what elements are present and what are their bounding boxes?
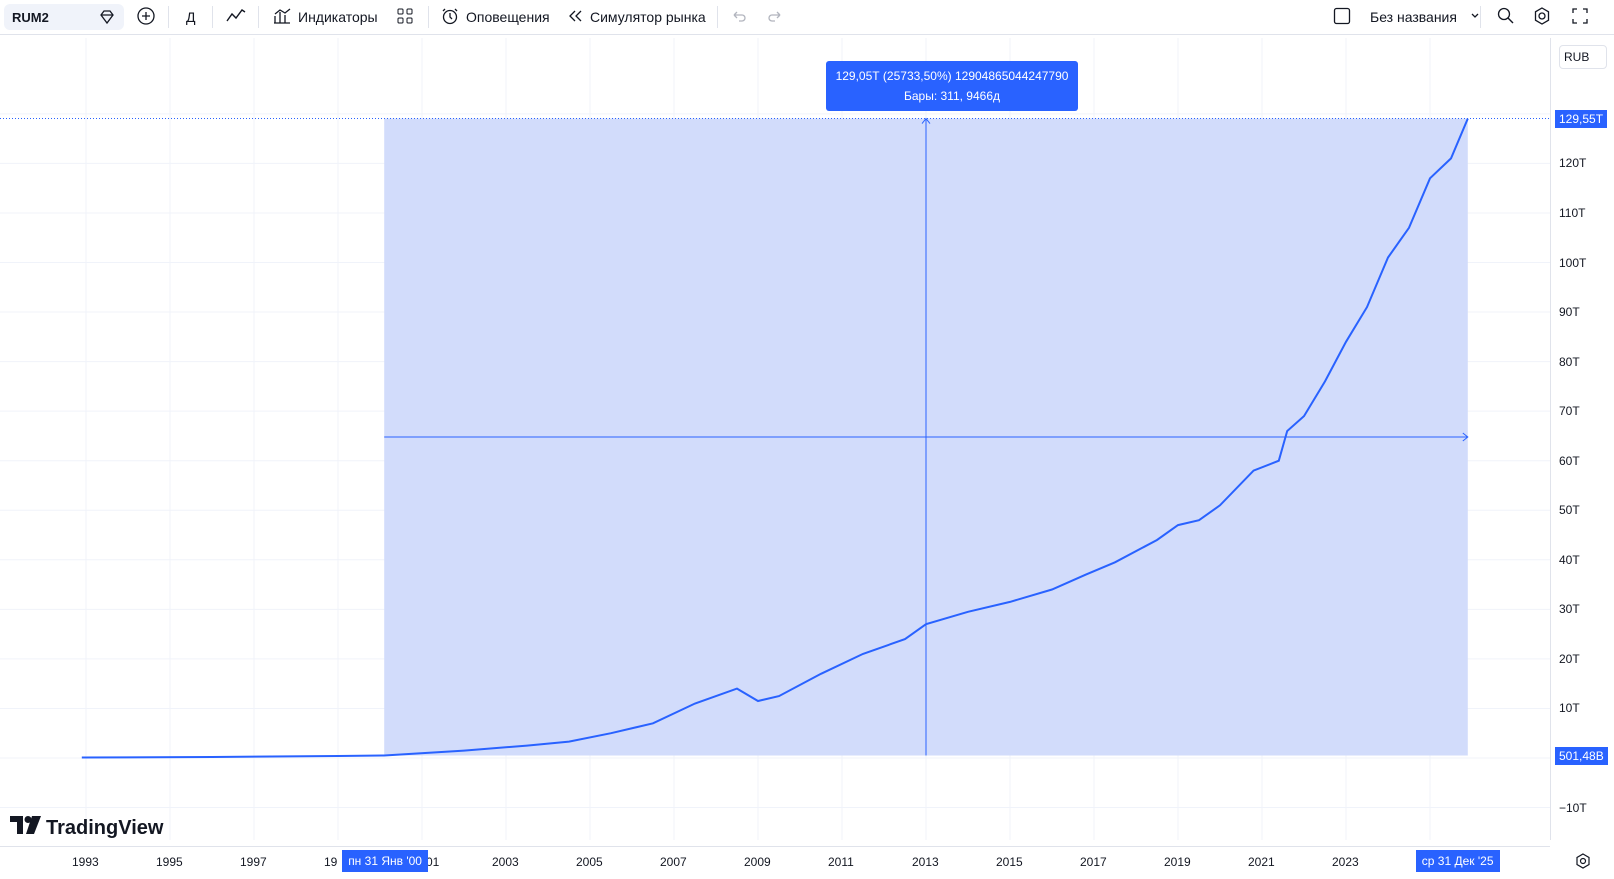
price-scale-label: 80Т — [1559, 354, 1580, 369]
scale-settings-button[interactable] — [1574, 852, 1592, 875]
interval-button[interactable]: Д — [186, 0, 195, 34]
time-badge-end: ср 31 Дек '25 — [1415, 850, 1500, 872]
chart-type-button[interactable] — [225, 0, 247, 34]
time-scale-label: 1997 — [240, 855, 267, 869]
time-scale[interactable]: 1993 1995 1997 19 01 2003 2005 2007 2009 2011 2013… — [0, 846, 1550, 879]
indicators-icon — [272, 6, 292, 29]
time-scale-label: 1995 — [156, 855, 183, 869]
toolbar-divider — [428, 6, 429, 28]
fullscreen-icon — [1570, 6, 1590, 29]
price-scale-label: 30Т — [1559, 602, 1580, 617]
top-toolbar: RUM2 Д Индикаторы Оповещения — [0, 0, 1614, 35]
replay-button[interactable]: Симулятор рынка — [566, 0, 706, 34]
series-line — [81, 118, 1469, 759]
price-scale-label: 100Т — [1559, 255, 1587, 270]
symbol-label: RUM2 — [12, 9, 49, 25]
layout-square-icon — [1332, 6, 1352, 29]
time-scale-label: 2019 — [1164, 855, 1191, 869]
price-scale-label: 40Т — [1559, 552, 1580, 567]
time-scale-label: 19 — [324, 855, 338, 869]
interval-label: Д — [186, 9, 196, 25]
layout-name-label: Без названия — [1370, 9, 1457, 25]
layout-button[interactable]: Без названия — [1332, 0, 1481, 34]
price-scale[interactable]: RUB 120Т 110Т 100Т 90Т 80Т 70Т 60Т 50Т 40Т 30Т 20Т… — [1550, 38, 1614, 840]
price-scale-label: 120Т — [1559, 156, 1587, 171]
gear-icon — [1532, 6, 1552, 29]
time-scale-label: 2023 — [1332, 855, 1359, 869]
price-scale-label: 70Т — [1559, 404, 1580, 419]
time-scale-label: 2013 — [912, 855, 939, 869]
templates-button[interactable] — [395, 0, 415, 34]
grid-icon — [395, 6, 415, 29]
fullscreen-button[interactable] — [1570, 0, 1590, 34]
toolbar-divider — [212, 6, 213, 28]
undo-icon — [730, 7, 748, 28]
redo-button[interactable] — [766, 0, 784, 34]
time-scale-label: 2003 — [492, 855, 519, 869]
time-scale-label: 2007 — [660, 855, 687, 869]
indicators-button[interactable]: Индикаторы — [272, 0, 378, 34]
gear-icon — [1574, 853, 1592, 874]
time-scale-label: 2005 — [576, 855, 603, 869]
price-scale-label: −10Т — [1559, 800, 1587, 815]
price-badge-bottom: 501,48B — [1555, 746, 1608, 765]
compare-button[interactable] — [136, 0, 156, 34]
tradingview-logo[interactable]: TradingView — [10, 816, 163, 840]
time-scale-label: 2017 — [1080, 855, 1107, 869]
chevron-down-icon — [1469, 9, 1481, 25]
time-scale-label: 01 — [426, 855, 440, 869]
measure-tooltip: 129,05Т (25733,50%) 12904865044247790 Ба… — [826, 61, 1078, 111]
alarm-clock-icon — [440, 6, 460, 29]
indicators-label: Индикаторы — [298, 9, 378, 25]
tradingview-logo-icon — [10, 816, 42, 840]
settings-button[interactable] — [1532, 0, 1552, 34]
plus-circle-icon — [136, 6, 156, 29]
symbol-search-button[interactable]: RUM2 — [4, 4, 124, 30]
toolbar-divider — [258, 6, 259, 28]
undo-button[interactable] — [730, 0, 748, 34]
price-scale-label: 20Т — [1559, 651, 1580, 666]
time-scale-label: 2009 — [744, 855, 771, 869]
price-scale-label: 90Т — [1559, 305, 1580, 320]
price-scale-label: 10Т — [1559, 701, 1580, 716]
price-scale-label: 50Т — [1559, 503, 1580, 518]
redo-icon — [766, 7, 784, 28]
chart-type-icon — [225, 6, 247, 29]
time-scale-label: 1993 — [72, 855, 99, 869]
tradingview-logo-text: TradingView — [46, 816, 164, 839]
toolbar-divider — [717, 6, 718, 28]
measure-change-text: 129,05Т (25733,50%) 12904865044247790 — [835, 69, 1069, 83]
currency-label[interactable]: RUB — [1559, 45, 1607, 69]
price-badge-top: 129,55Т — [1555, 109, 1608, 128]
alerts-button[interactable]: Оповещения — [440, 0, 550, 34]
replay-label: Симулятор рынка — [590, 9, 706, 25]
time-badge-start: пн 31 Янв '00 — [342, 850, 428, 872]
diamond-icon[interactable] — [98, 8, 116, 29]
time-scale-label: 2015 — [996, 855, 1023, 869]
arrow-head-right — [1462, 432, 1469, 442]
alerts-label: Оповещения — [466, 9, 550, 25]
toolbar-divider — [1480, 6, 1481, 28]
quick-search-button[interactable] — [1496, 0, 1516, 34]
price-scale-label: 60Т — [1559, 453, 1580, 468]
time-scale-label: 2021 — [1248, 855, 1275, 869]
price-scale-label: 110Т — [1559, 205, 1586, 220]
rewind-icon — [566, 7, 584, 28]
toolbar-divider — [168, 6, 169, 28]
price-chart[interactable] — [0, 38, 1550, 840]
measure-bars-text: Бары: 311, 9466д — [903, 89, 1000, 103]
search-icon — [1496, 6, 1516, 29]
arrow-head-up — [921, 117, 931, 124]
time-scale-label: 2011 — [828, 855, 854, 869]
